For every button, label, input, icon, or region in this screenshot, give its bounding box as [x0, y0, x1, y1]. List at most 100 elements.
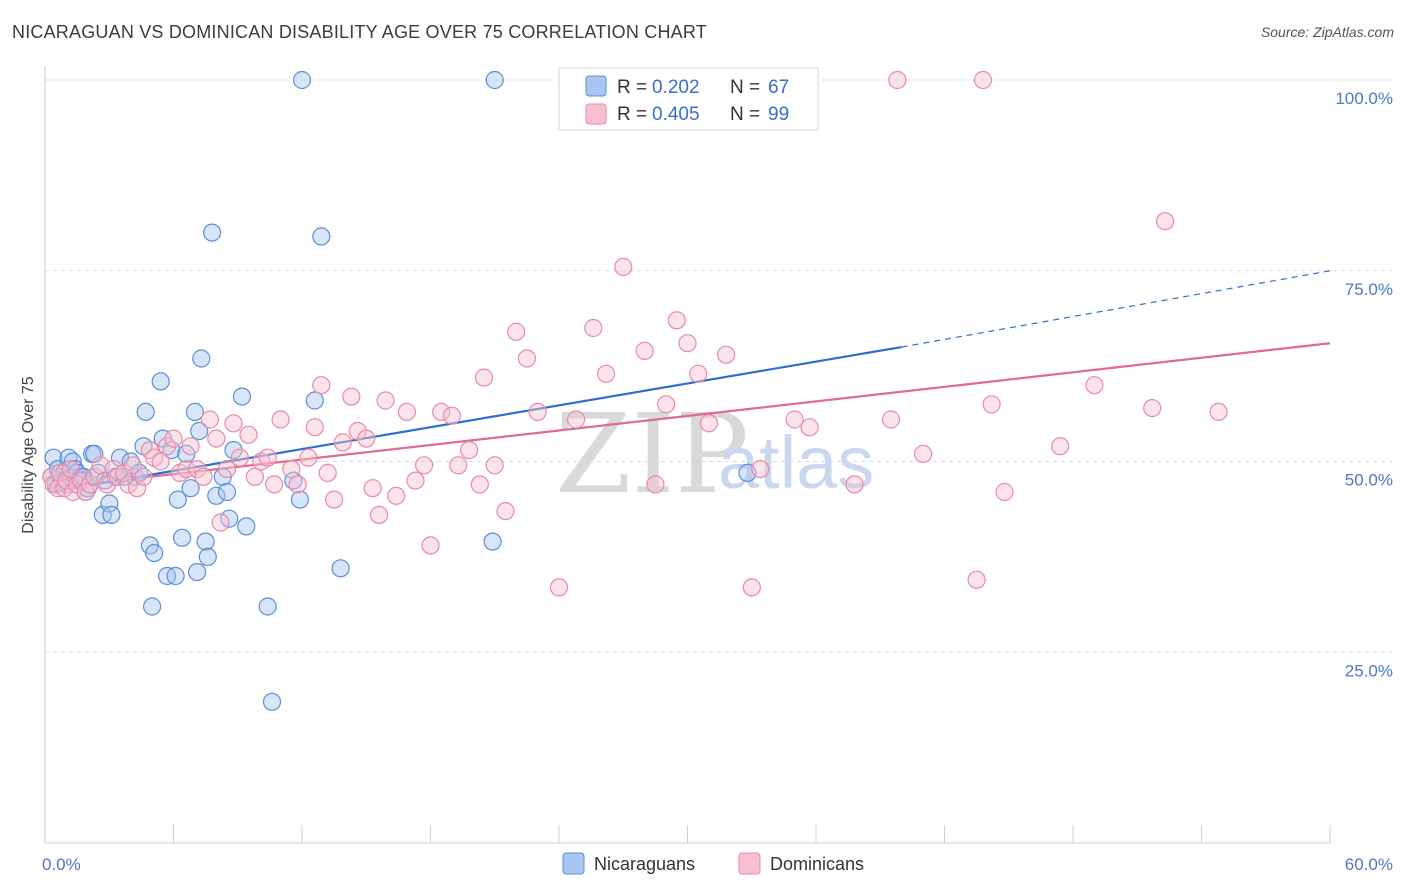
- dominican-point: [97, 475, 117, 494]
- dominican-point: [678, 334, 697, 353]
- nicaraguan-point: [44, 448, 63, 467]
- chart-title: NICARAGUAN VS DOMINICAN DISABILITY AGE O…: [12, 22, 707, 42]
- dominican-point: [751, 460, 770, 479]
- nicaraguan-point: [136, 402, 155, 421]
- dominican-point: [128, 479, 147, 498]
- dominican-point: [742, 578, 761, 597]
- dominican-point: [42, 467, 61, 486]
- y-axis-label: Disability Age Over 75: [20, 376, 37, 534]
- dominican-point: [1209, 402, 1228, 421]
- dominican-point: [485, 456, 504, 475]
- nicaraguan-point: [292, 70, 312, 90]
- legend-n-label-2: N =: [730, 104, 760, 125]
- dominican-point: [528, 402, 547, 421]
- nicaraguan-point: [198, 547, 217, 567]
- bottom-legend-nicaraguans: Nicaraguans: [594, 854, 695, 874]
- dominican-point: [217, 460, 237, 479]
- nicaraguan-point: [192, 349, 211, 368]
- dominican-point: [271, 410, 290, 429]
- stats-legend: R = 0.202 N = 67 R = 0.405 N = 99: [558, 67, 819, 131]
- dominican-point: [164, 429, 183, 448]
- dominican-point: [333, 433, 352, 452]
- dominican-point: [566, 410, 586, 429]
- nicaraguan-point: [190, 421, 209, 441]
- dominican-point: [282, 460, 301, 479]
- nicaraguan-point: [220, 509, 239, 528]
- dominican-point: [460, 441, 479, 460]
- nicaraguan-point: [166, 566, 185, 586]
- nicaraguan-point: [483, 532, 502, 551]
- dominican-point: [207, 429, 226, 448]
- nicaraguan-point: [188, 562, 207, 582]
- dominican-point: [397, 402, 416, 421]
- dominican-point: [584, 318, 603, 338]
- dominican-point: [1050, 437, 1070, 456]
- x-tick-label-max: 60.0%: [1345, 855, 1393, 874]
- legend-r-label-1: R =: [617, 77, 647, 98]
- dominican-point: [312, 376, 331, 395]
- nicaraguan-point: [181, 479, 200, 498]
- dominican-point: [239, 425, 258, 444]
- nicaraguan-point: [173, 528, 192, 547]
- dominican-point: [123, 456, 142, 475]
- dominican-point: [181, 437, 200, 456]
- y-tick-label: 50.0%: [1345, 471, 1393, 490]
- dominican-point: [299, 448, 318, 467]
- nicaraguan-point: [196, 532, 215, 551]
- dominican-point: [800, 418, 819, 437]
- x-tick-label-min: 0.0%: [42, 855, 81, 874]
- dominican-point: [288, 475, 307, 494]
- nicaraguan-point: [217, 482, 237, 502]
- dominican-point: [211, 513, 230, 532]
- dominican-point: [656, 395, 676, 414]
- dominican-point: [376, 391, 395, 410]
- dominican-point: [406, 471, 425, 490]
- dominican-point: [973, 70, 993, 90]
- nicaraguan-point: [237, 517, 256, 536]
- nicaraguan-point: [185, 402, 204, 421]
- dominican-point: [716, 345, 736, 364]
- dominican-point: [1085, 376, 1104, 395]
- legend-r-label-2: R =: [617, 104, 647, 125]
- y-tick-label: 75.0%: [1345, 280, 1393, 299]
- nicaraguan-point: [203, 223, 222, 242]
- dominican-point: [200, 410, 219, 429]
- dominican-point: [785, 410, 804, 429]
- dominican-point: [177, 460, 196, 479]
- nicaraguans-trend-extension: [901, 270, 1331, 348]
- legend-n-label-1: N =: [730, 77, 760, 98]
- dominican-point: [258, 448, 277, 467]
- legend-n-value-1: 67: [768, 77, 789, 98]
- bottom-legend-swatch-nicaraguans: [562, 852, 585, 875]
- dominican-point: [1155, 212, 1175, 231]
- dominican-point: [913, 444, 933, 463]
- dominican-point: [421, 536, 440, 555]
- dominican-point: [507, 322, 526, 341]
- dominican-point: [318, 463, 337, 482]
- legend-swatch-pink: [585, 103, 607, 125]
- dominican-point: [470, 475, 489, 494]
- dominican-point: [982, 395, 1001, 414]
- dominican-point: [667, 311, 686, 330]
- dominican-point: [646, 475, 665, 494]
- legend-n-value-2: 99: [768, 104, 789, 125]
- dominican-point: [158, 437, 177, 456]
- dominican-point: [442, 406, 461, 425]
- dominican-point: [474, 368, 494, 387]
- nicaraguan-point: [258, 597, 277, 616]
- nicaraguan-point: [85, 444, 104, 463]
- legend-r-value-2: 0.405: [652, 104, 700, 125]
- dominican-point: [134, 467, 153, 486]
- nicaraguan-point: [145, 543, 164, 563]
- nicaraguan-point: [232, 387, 252, 406]
- dominican-point: [995, 482, 1014, 502]
- dominican-point: [449, 456, 468, 475]
- nicaraguan-point: [207, 486, 226, 505]
- y-tick-label: 100.0%: [1335, 89, 1393, 108]
- dominican-point: [549, 578, 569, 597]
- dominican-point: [614, 257, 633, 276]
- dominican-point: [265, 475, 284, 494]
- dominican-point: [230, 448, 249, 467]
- legend-r-value-1: 0.202: [652, 77, 700, 98]
